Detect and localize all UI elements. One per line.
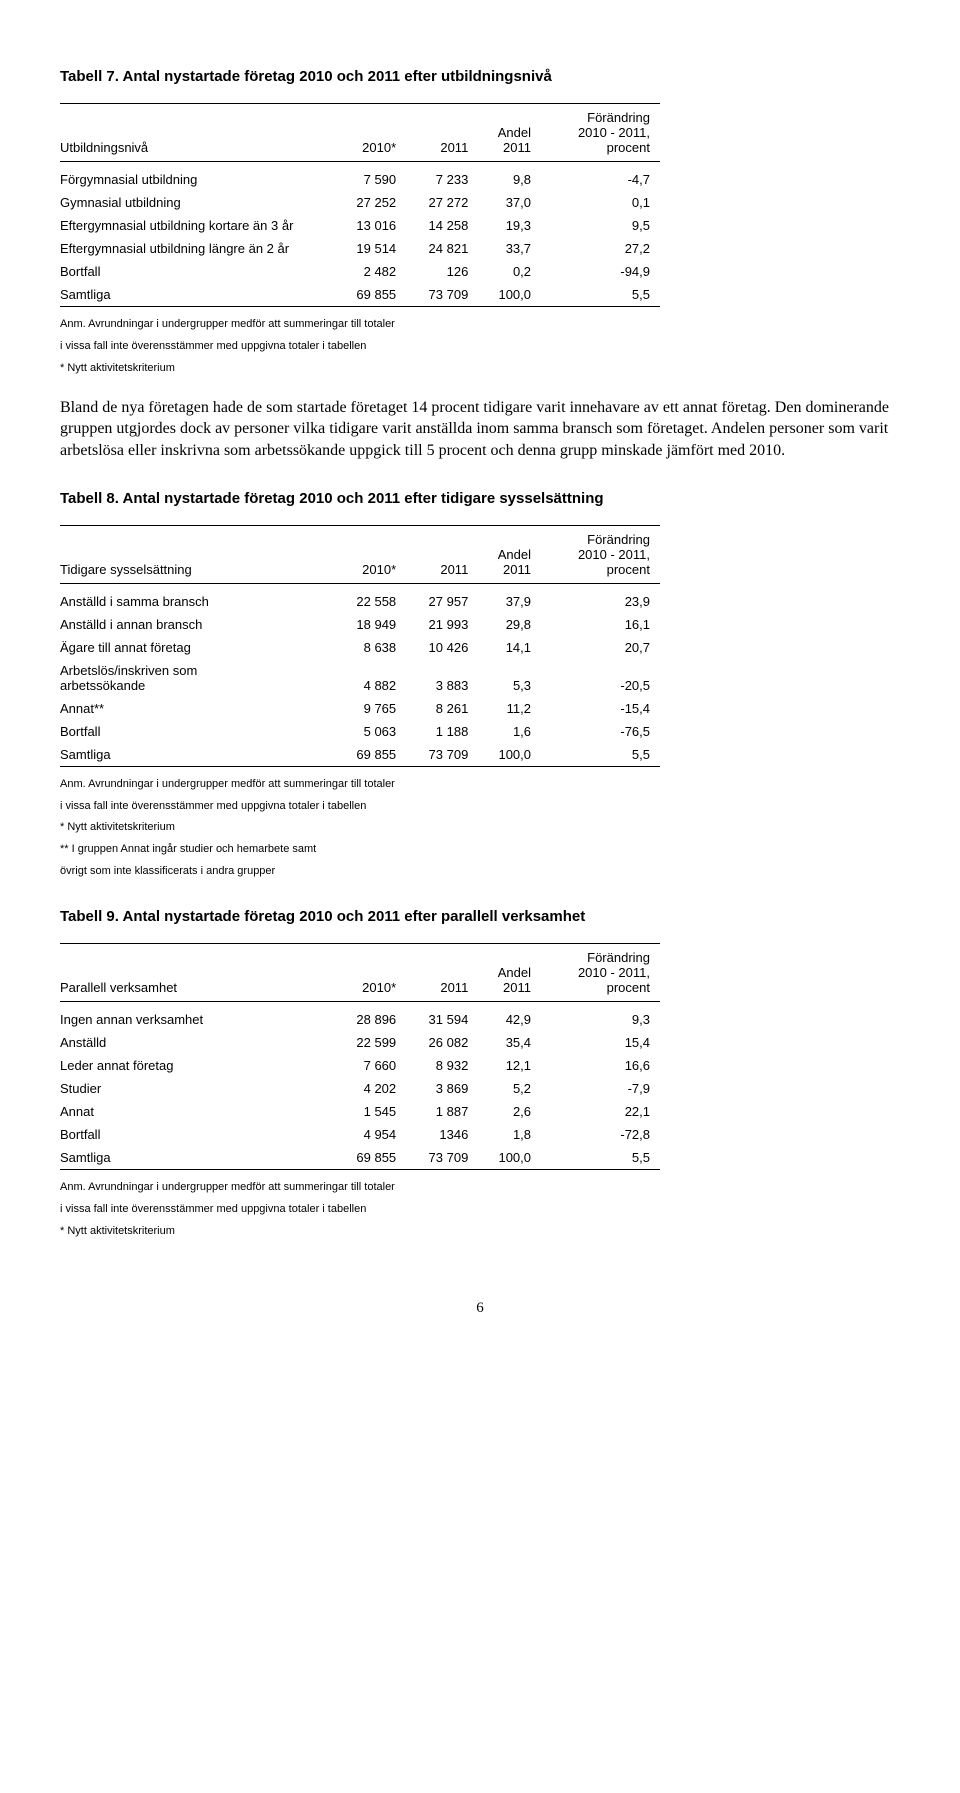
col-forandring: Förändring 2010 - 2011, procent [541, 944, 660, 1002]
col-2010: 2010* [334, 944, 406, 1002]
table-row: Eftergymnasial utbildning längre än 2 år… [60, 237, 660, 260]
table8-note: * Nytt aktivitetskriterium [60, 820, 900, 836]
table9-note: * Nytt aktivitetskriterium [60, 1224, 900, 1240]
table-row: Arbetslös/inskriven somarbetssökande4 88… [60, 659, 660, 697]
table7-note: i vissa fall inte överensstämmer med upp… [60, 339, 900, 355]
table8-note: Anm. Avrundningar i undergrupper medför … [60, 777, 900, 793]
col-2011: 2011 [406, 104, 478, 162]
col-andel: Andel 2011 [478, 944, 541, 1002]
table-row: Bortfall2 4821260,2-94,9 [60, 260, 660, 283]
table7-note: Anm. Avrundningar i undergrupper medför … [60, 317, 900, 333]
table-row: Anställd i annan bransch18 94921 99329,8… [60, 613, 660, 636]
table-row: Eftergymnasial utbildning kortare än 3 å… [60, 214, 660, 237]
col-andel: Andel 2011 [478, 104, 541, 162]
table9: Parallell verksamhet 2010* 2011 Andel 20… [60, 943, 660, 1170]
col-andel: Andel 2011 [478, 525, 541, 583]
table8-note: i vissa fall inte överensstämmer med upp… [60, 799, 900, 815]
table8-title: Tabell 8. Antal nystartade företag 2010 … [60, 490, 900, 507]
table-row: Anställd22 59926 08235,415,4 [60, 1031, 660, 1054]
table-row: Samtliga69 85573 709100,05,5 [60, 743, 660, 767]
table8-note: ** I gruppen Annat ingår studier och hem… [60, 842, 900, 858]
col-2011: 2011 [406, 525, 478, 583]
table7-title: Tabell 7. Antal nystartade företag 2010 … [60, 68, 900, 85]
col-label: Utbildningsnivå [60, 104, 334, 162]
table9-title: Tabell 9. Antal nystartade företag 2010 … [60, 908, 900, 925]
table-row: Förgymnasial utbildning7 5907 2339,8-4,7 [60, 162, 660, 192]
table-row: Gymnasial utbildning27 25227 27237,00,1 [60, 191, 660, 214]
table-row: Annat1 5451 8872,622,1 [60, 1100, 660, 1123]
table8: Tidigare sysselsättning 2010* 2011 Andel… [60, 525, 660, 767]
col-2011: 2011 [406, 944, 478, 1002]
table9-note: Anm. Avrundningar i undergrupper medför … [60, 1180, 900, 1196]
table9-note: i vissa fall inte överensstämmer med upp… [60, 1202, 900, 1218]
table-row: Samtliga69 85573 709100,05,5 [60, 1146, 660, 1170]
table-row: Bortfall4 95413461,8-72,8 [60, 1123, 660, 1146]
table-row: Studier4 2023 8695,2-7,9 [60, 1077, 660, 1100]
table-row: Annat**9 7658 26111,2-15,4 [60, 697, 660, 720]
col-2010: 2010* [334, 104, 406, 162]
table-row: Ägare till annat företag8 63810 42614,12… [60, 636, 660, 659]
table-row: Anställd i samma bransch22 55827 95737,9… [60, 583, 660, 613]
col-label: Parallell verksamhet [60, 944, 334, 1002]
body-paragraph: Bland de nya företagen hade de som start… [60, 397, 900, 462]
col-forandring: Förändring 2010 - 2011, procent [541, 525, 660, 583]
col-forandring: Förändring 2010 - 2011, procent [541, 104, 660, 162]
table7: Utbildningsnivå 2010* 2011 Andel 2011 Fö… [60, 103, 660, 307]
table-row: Bortfall5 0631 1881,6-76,5 [60, 720, 660, 743]
table-row: Leder annat företag7 6608 93212,116,6 [60, 1054, 660, 1077]
table8-note: övrigt som inte klassificerats i andra g… [60, 864, 900, 880]
table7-note: * Nytt aktivitetskriterium [60, 361, 900, 377]
page-number: 6 [60, 1300, 900, 1317]
col-label: Tidigare sysselsättning [60, 525, 334, 583]
table-row: Ingen annan verksamhet28 89631 59442,99,… [60, 1002, 660, 1032]
col-2010: 2010* [334, 525, 406, 583]
table-row: Samtliga69 85573 709100,05,5 [60, 283, 660, 307]
